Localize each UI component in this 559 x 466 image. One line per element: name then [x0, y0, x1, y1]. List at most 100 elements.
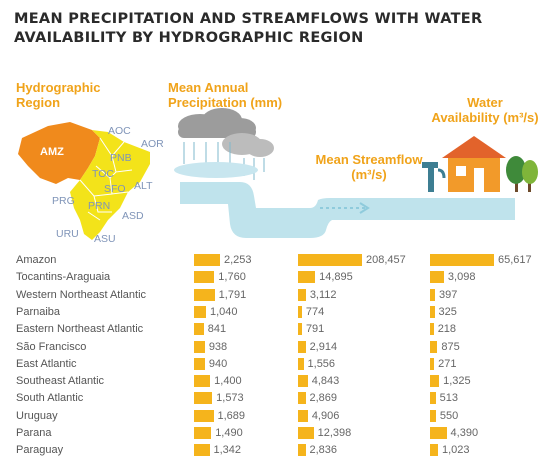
value-label: 4,390	[450, 427, 479, 439]
value-bar	[298, 271, 316, 284]
cloud-icon	[222, 133, 274, 157]
value-label: 65,617	[498, 254, 532, 266]
house-icon	[442, 136, 506, 192]
region-name: Amazon	[16, 254, 57, 266]
value-bar	[194, 340, 205, 353]
value-bar	[430, 340, 438, 353]
table-row: Paraguay 1,342 2,836 1,023	[0, 442, 559, 459]
value-label: 12,398	[317, 427, 352, 439]
value-label: 513	[439, 392, 459, 405]
header-water-availability: Water Availability (m³/s)	[431, 95, 539, 125]
value-label: 841	[207, 323, 227, 336]
value-label: 325	[438, 305, 457, 318]
puddle-shape	[174, 162, 258, 178]
region-name: São Francisco	[16, 340, 87, 353]
water-pump-icon	[422, 162, 446, 192]
region-name: Paraguay	[16, 444, 64, 457]
table-row: São Francisco 938 2,914 875	[0, 339, 559, 356]
value-bar	[430, 392, 436, 405]
map-label-toc: TOC	[92, 168, 114, 180]
value-bar	[430, 254, 494, 266]
value-bar	[194, 323, 204, 336]
map-label-uru: URU	[56, 228, 79, 240]
value-bar	[298, 288, 306, 301]
table-row: Uruguay 1,689 4,906 550	[0, 408, 559, 425]
value-label: 2,869	[309, 392, 338, 405]
value-label: 1,400	[214, 375, 242, 388]
value-label: 774	[305, 305, 325, 318]
header-mean-streamflow: Mean Streamflow (m³/s)	[315, 152, 423, 182]
value-label: 1,573	[216, 392, 244, 405]
map-label-prn: PRN	[88, 200, 111, 212]
value-bar	[430, 375, 440, 388]
map-label-pnb: PNB	[110, 152, 132, 164]
value-label: 2,836	[309, 444, 337, 457]
region-name: East Atlantic	[16, 357, 77, 370]
brazil-map-illustration	[18, 122, 150, 240]
value-label: 1,490	[215, 427, 243, 439]
map-label-amz: AMZ	[40, 146, 64, 158]
value-bar	[430, 305, 435, 318]
table-row: Western Northeast Atlantic 1,791 3,112 397	[0, 287, 559, 304]
value-label: 1,556	[307, 357, 336, 370]
value-label: 1,760	[218, 271, 246, 284]
value-label: 2,914	[309, 340, 338, 353]
region-name: Southeast Atlantic	[16, 375, 105, 388]
arrow-icon	[320, 202, 370, 214]
value-label: 940	[208, 357, 228, 370]
value-label: 875	[441, 340, 460, 353]
map-label-asu: ASU	[94, 233, 116, 245]
value-label: 3,098	[447, 271, 476, 284]
value-bar	[194, 271, 215, 284]
table-row: Parana 1,490 12,398 4,390	[0, 425, 559, 442]
value-label: 1,342	[213, 444, 242, 457]
table-row: South Atlantic 1,573 2,869 513	[0, 390, 559, 407]
map-label-alt: ALT	[134, 180, 153, 192]
value-bar	[430, 357, 435, 370]
value-label: 4,906	[311, 409, 340, 422]
value-label: 550	[439, 409, 459, 422]
header-hydrographic-region: Hydrographic Region	[16, 80, 101, 110]
chart-title-line1: MEAN PRECIPITATION AND STREAMFLOWS WITH …	[14, 11, 483, 27]
region-name: Eastern Northeast Atlantic	[16, 323, 144, 336]
header-mean-annual-precipitation: Mean Annual Precipitation (mm)	[168, 80, 283, 110]
table-row: Amazon 2,253 208,457 65,617	[0, 252, 559, 269]
chart-title-line2: AVAILABILITY BY HYDROGRAPHIC REGION	[14, 30, 364, 46]
value-label: 791	[305, 323, 325, 336]
map-label-asd: ASD	[122, 210, 144, 222]
value-bar	[298, 375, 308, 388]
table-row: Eastern Northeast Atlantic 841 791 218	[0, 321, 559, 338]
value-label: 1,325	[443, 375, 471, 388]
table-row: Tocantins-Araguaia 1,760 14,895 3,098	[0, 269, 559, 286]
region-name: Parnaiba	[16, 305, 61, 318]
value-label: 1,791	[218, 288, 247, 301]
value-label: 4,843	[311, 375, 340, 388]
value-label: 1,689	[217, 409, 246, 422]
value-bar	[194, 254, 220, 266]
value-label: 397	[438, 288, 458, 301]
table-row: Parnaiba 1,040 774 325	[0, 304, 559, 321]
map-label-sfo: SFO	[104, 183, 126, 195]
value-label: 1,023	[441, 444, 470, 457]
value-bar	[298, 305, 302, 318]
map-label-aoc: AOC	[108, 125, 131, 137]
map-label-prg: PRG	[52, 195, 75, 207]
value-bar	[298, 392, 306, 405]
other-regions-shape	[70, 130, 150, 240]
value-label: 1,040	[210, 305, 238, 318]
value-label: 3,112	[309, 288, 337, 301]
value-bar	[194, 409, 214, 422]
water-cycle-illustration	[174, 108, 538, 238]
value-label: 271	[438, 357, 457, 370]
value-bar	[194, 427, 212, 439]
value-bar	[298, 409, 308, 422]
value-bar	[298, 340, 306, 353]
value-label: 938	[208, 340, 228, 353]
region-name: Tocantins-Araguaia	[16, 271, 111, 284]
value-bar	[194, 444, 210, 457]
region-name: Western Northeast Atlantic	[16, 288, 147, 301]
river-shape	[180, 182, 515, 238]
value-bar	[194, 288, 215, 301]
value-bar	[298, 357, 304, 370]
region-name: Parana	[16, 427, 52, 439]
